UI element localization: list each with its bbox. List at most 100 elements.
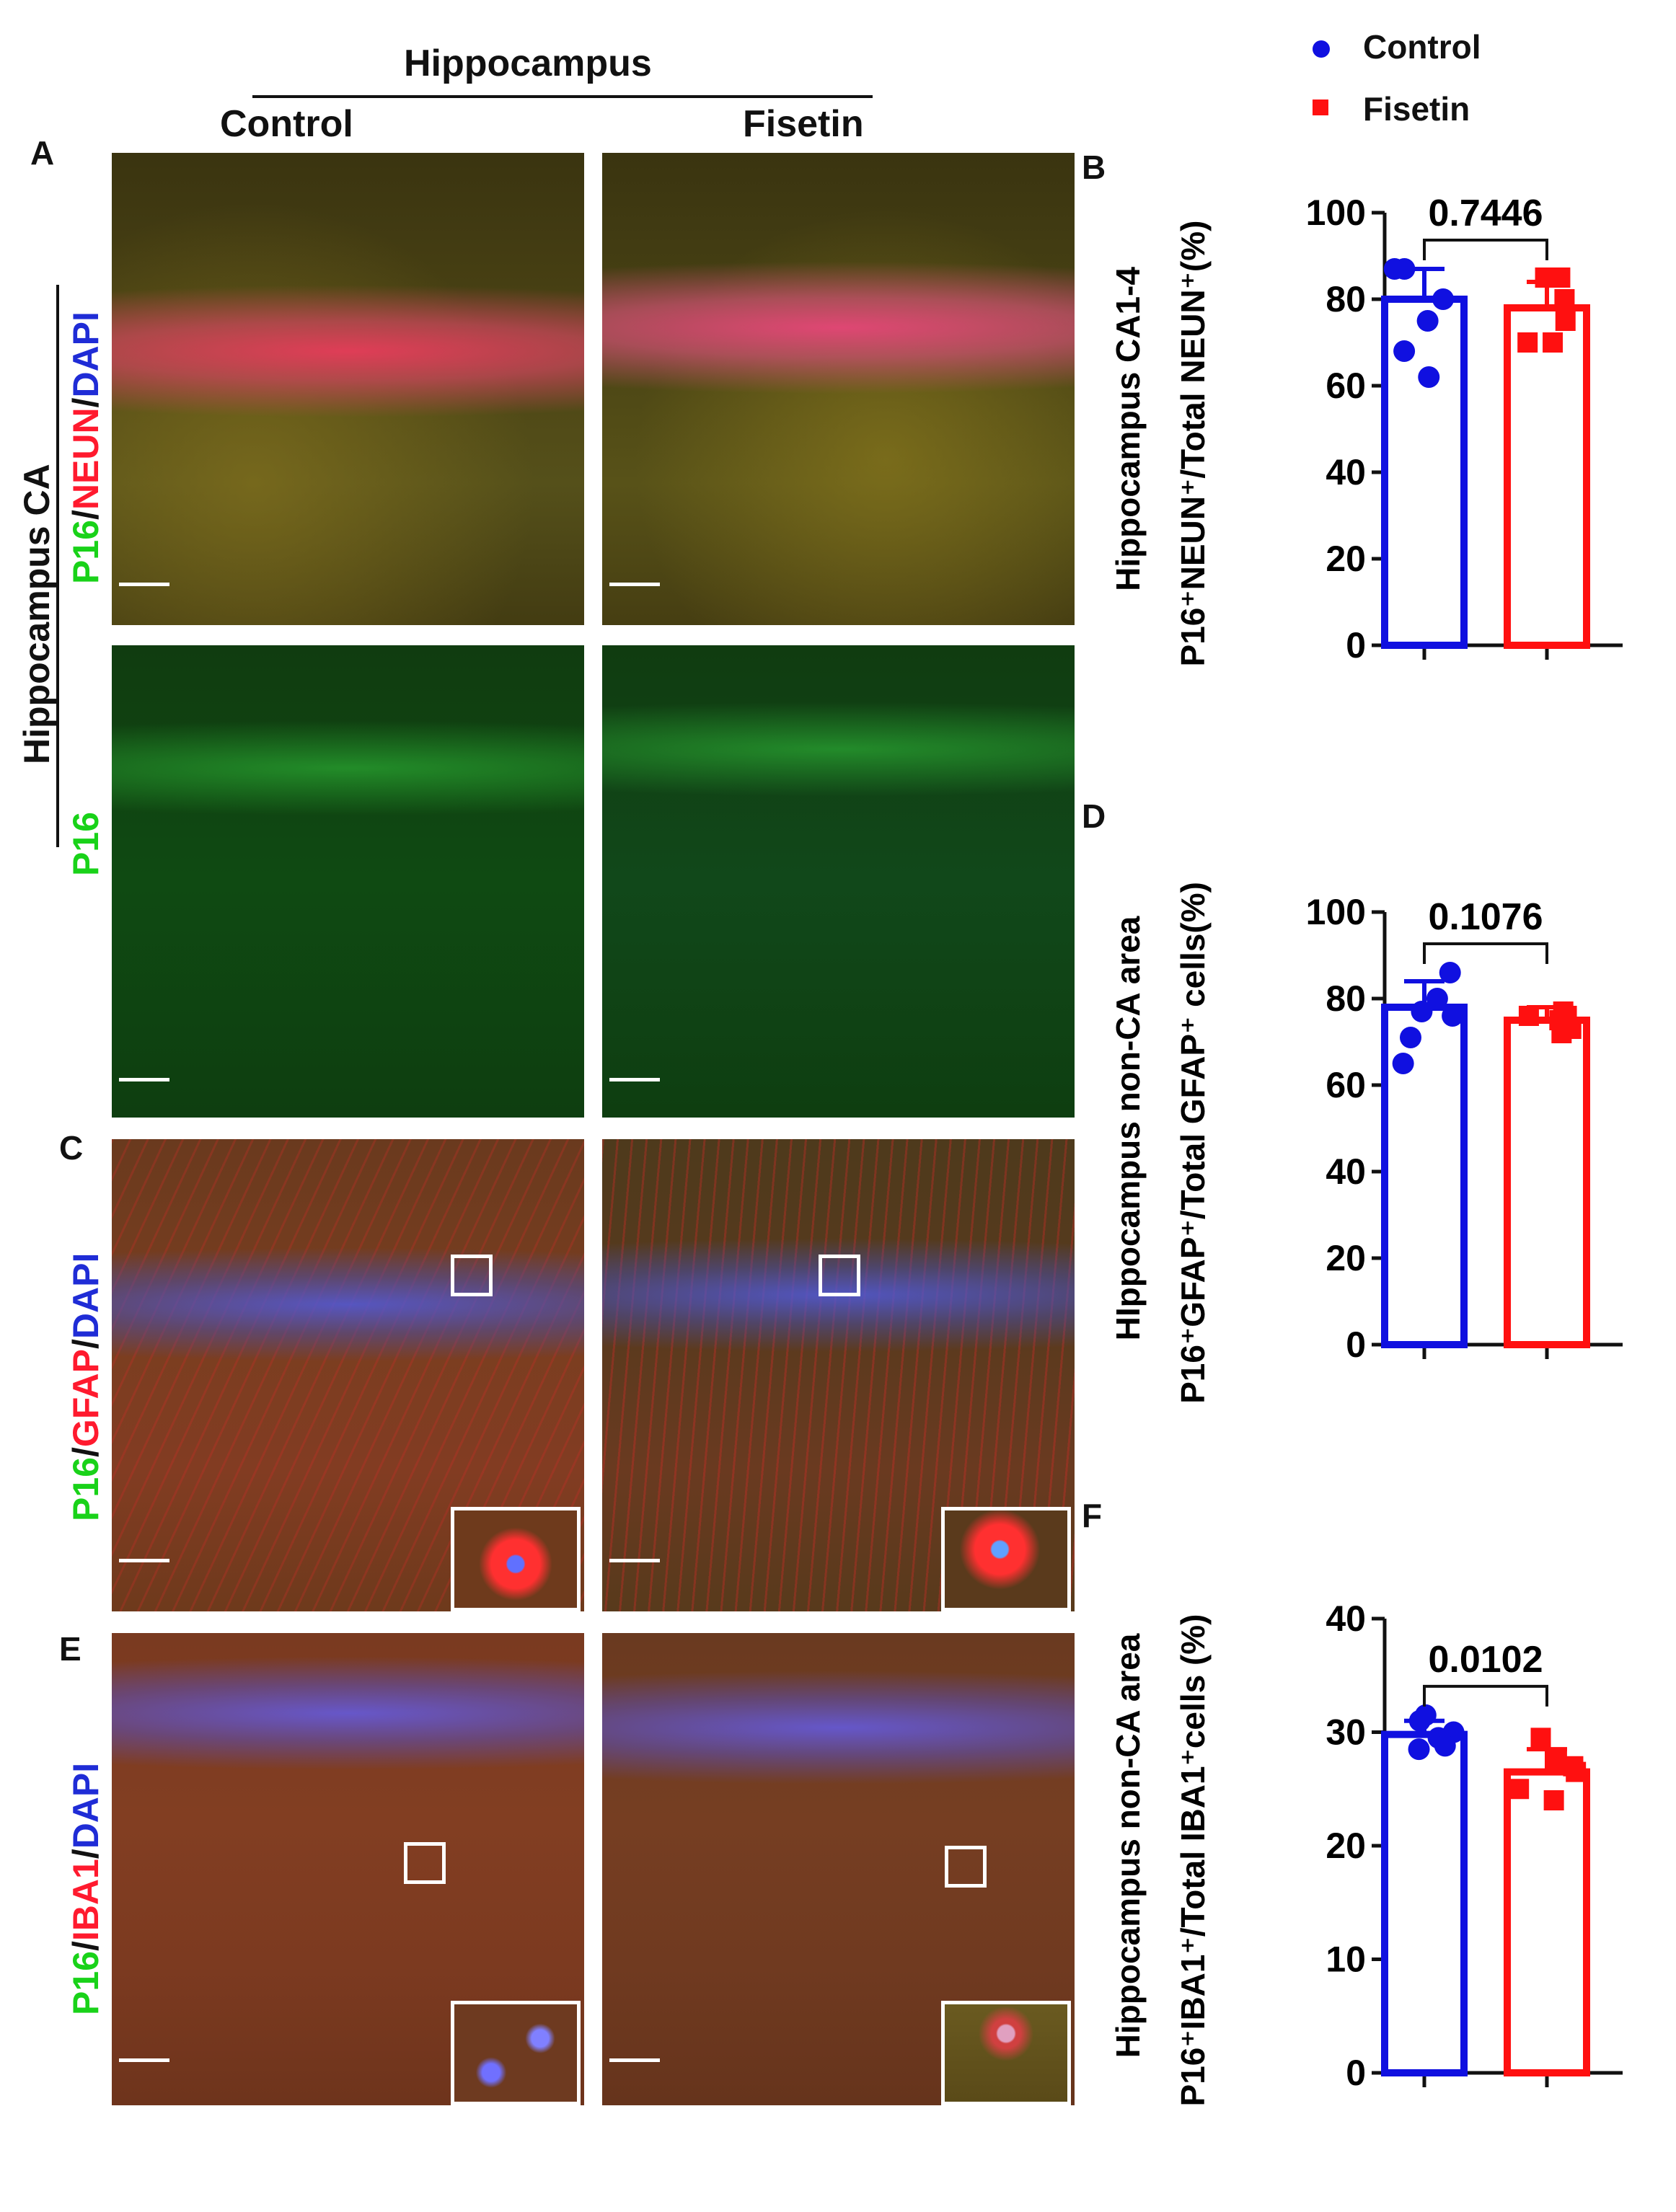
bar-chart-f: Hippocampus non-CA area P16⁺IBA1⁺/Total I… [1109, 1598, 1623, 2107]
y-tick-label: 20 [1326, 1826, 1366, 1866]
y-tick-label: 0 [1346, 2053, 1366, 2093]
bar-fisetin [1504, 1768, 1590, 2076]
stain-label-e: P16/IBA1/DAPI [66, 1762, 106, 2015]
panel-letter-f: F [1082, 1497, 1103, 1534]
inset-zoom [451, 1507, 581, 1611]
y-axis-label: P16⁺GFAP⁺/Total GFAP⁺ cells(%) [1174, 882, 1212, 1404]
significance-bracket [1423, 942, 1548, 964]
scale-bar [119, 1559, 169, 1562]
data-point-fisetin [1517, 332, 1538, 353]
region-title-underline [252, 95, 873, 98]
panel-letter-c: C [59, 1129, 84, 1167]
y-axis-label: Hippocampus non-CA area [1109, 1633, 1147, 2058]
inset-region-box [945, 1846, 987, 1888]
panel-letter-e: E [59, 1630, 81, 1668]
data-point-fisetin [1566, 1761, 1587, 1782]
data-point-fisetin [1555, 311, 1576, 331]
scale-bar [119, 583, 169, 586]
data-point-fisetin [1518, 1006, 1539, 1026]
data-point-fisetin [1535, 267, 1556, 288]
y-axis-label: HIppocampus non-CA area [1109, 916, 1147, 1340]
y-tick-label: 100 [1306, 892, 1366, 932]
data-point-control [1393, 258, 1416, 280]
data-point-control [1400, 1027, 1422, 1048]
inset-region-box [451, 1255, 493, 1296]
row-label-divider [56, 285, 59, 847]
data-point-control [1393, 340, 1416, 362]
y-axis-label: P16⁺NEUN⁺/Total NEUN⁺(%) [1174, 221, 1212, 667]
inset-region-box [819, 1255, 860, 1296]
p-value-label: 0.1076 [1428, 896, 1543, 938]
panel-letter-a: A [30, 134, 55, 172]
inset-region-box [404, 1842, 446, 1884]
legend-marker-control [1313, 40, 1330, 58]
legend-marker-fisetin [1313, 99, 1328, 115]
stain-label-c: P16/GFAP/DAPI [66, 1252, 106, 1521]
micrograph-gfap-control [112, 1139, 584, 1611]
y-tick-label: 60 [1326, 366, 1366, 406]
inset-zoom [941, 1507, 1071, 1611]
micrograph-iba1-fisetin [602, 1633, 1075, 2105]
scale-bar [609, 1078, 660, 1081]
micrograph-p16-fisetin [602, 645, 1075, 1118]
bar-fisetin [1504, 304, 1590, 649]
y-tick-label: 60 [1326, 1065, 1366, 1105]
data-point-control [1411, 1001, 1433, 1022]
y-tick-label: 10 [1326, 1939, 1366, 1980]
panel-letter-b: B [1082, 149, 1106, 186]
panel-letter-d: D [1082, 797, 1106, 835]
y-tick-label: 40 [1326, 452, 1366, 492]
micrograph-neun-fisetin [602, 153, 1075, 625]
scale-bar [119, 2058, 169, 2062]
data-point-fisetin [1509, 1779, 1530, 1800]
data-point-fisetin [1530, 1727, 1551, 1748]
column-header-control: Control [220, 103, 353, 145]
bar-control [1381, 1730, 1468, 2076]
region-title: Hippocampus [404, 43, 652, 84]
y-tick-label: 40 [1326, 1151, 1366, 1192]
p-value-label: 0.7446 [1428, 193, 1543, 234]
y-tick-label: 20 [1326, 1238, 1366, 1278]
stain-label-a2: P16 [66, 812, 106, 876]
data-point-fisetin [1554, 289, 1575, 309]
row-label-hippocampus-ca: Hippocampus CA [17, 464, 57, 764]
inset-zoom [451, 2001, 581, 2105]
y-tick-label: 40 [1326, 1598, 1366, 1639]
data-point-fisetin [1543, 1790, 1564, 1810]
legend: Control Fisetin [1305, 27, 1536, 136]
y-axis-label: Hippocampus CA1-4 [1109, 267, 1147, 591]
y-tick-label: 30 [1326, 1712, 1366, 1753]
inset-zoom [941, 2001, 1071, 2105]
bar-chart-d: HIppocampus non-CA area P16⁺GFAP⁺/Total G… [1109, 882, 1623, 1404]
p-value-label: 0.0102 [1428, 1639, 1543, 1681]
micrograph-iba1-control [112, 1633, 584, 2105]
y-axis-label: P16⁺IBA1⁺/Total IBA1⁺cells (%) [1174, 1614, 1212, 2107]
micrograph-p16-control [112, 645, 584, 1118]
y-tick-label: 80 [1326, 279, 1366, 319]
micrograph-gfap-fisetin [602, 1139, 1075, 1611]
significance-bracket [1423, 239, 1548, 260]
y-tick-label: 100 [1306, 193, 1366, 233]
scale-bar [609, 2058, 660, 2062]
data-point-control [1392, 1053, 1414, 1074]
legend-label-fisetin: Fisetin [1363, 90, 1470, 128]
data-point-control [1418, 366, 1440, 388]
y-tick-label: 20 [1326, 539, 1366, 579]
bar-chart-b: Hippocampus CA1-4 P16⁺NEUN⁺/Total NEUN⁺(%… [1109, 193, 1623, 667]
column-header-fisetin: Fisetin [743, 103, 864, 145]
data-point-control [1416, 310, 1439, 332]
stain-label-a1: P16/NEUN/DAPI [66, 311, 106, 584]
scale-bar [609, 1559, 660, 1562]
scale-bar [609, 583, 660, 586]
bar-fisetin [1504, 1017, 1590, 1348]
significance-bracket [1423, 1684, 1548, 1707]
data-point-control [1426, 988, 1448, 1009]
data-point-fisetin [1543, 332, 1563, 353]
y-tick-label: 0 [1346, 625, 1366, 665]
micrograph-neun-control [112, 153, 584, 625]
data-point-fisetin [1551, 1023, 1572, 1043]
data-point-control [1434, 1735, 1456, 1757]
y-tick-label: 0 [1346, 1324, 1366, 1365]
y-tick-label: 80 [1326, 978, 1366, 1019]
data-point-control [1408, 1738, 1430, 1761]
